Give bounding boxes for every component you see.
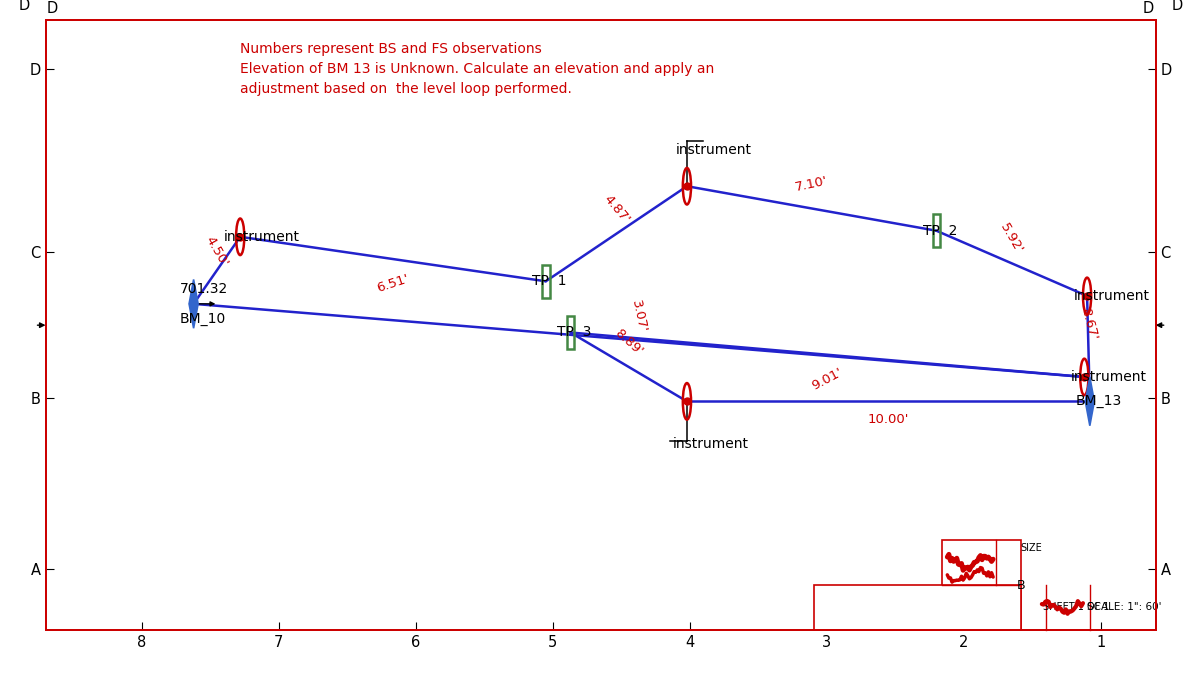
Text: instrument: instrument (673, 437, 749, 451)
Bar (542, 264, 550, 298)
Text: instrument: instrument (223, 229, 300, 244)
Text: 10.00': 10.00' (868, 413, 910, 426)
Bar (815, 585, 1021, 630)
Polygon shape (1085, 377, 1094, 426)
Text: Numbers represent BS and FS observations
Elevation of BM 13 is Unknown. Calculat: Numbers represent BS and FS observations… (240, 42, 714, 96)
Bar (942, 540, 1021, 630)
Text: 701.32: 701.32 (180, 282, 228, 296)
Polygon shape (190, 279, 198, 328)
Text: instrument: instrument (676, 142, 752, 157)
Text: instrument: instrument (1070, 370, 1147, 384)
Text: 8.67': 8.67' (1078, 306, 1099, 342)
Text: 8.89': 8.89' (612, 327, 646, 358)
Text: SIZE: SIZE (1020, 543, 1042, 553)
Text: BM_10: BM_10 (180, 312, 226, 326)
Text: B: B (1016, 579, 1025, 592)
Bar (566, 316, 575, 349)
Text: TP  2: TP 2 (923, 223, 958, 238)
Text: 6.51': 6.51' (376, 272, 410, 295)
Text: 7.10': 7.10' (794, 174, 829, 194)
Text: 4.87': 4.87' (601, 193, 632, 226)
Text: 4.50': 4.50' (203, 234, 230, 270)
Text: D: D (18, 0, 30, 13)
Text: 3.07': 3.07' (629, 298, 649, 334)
Text: SHEET 1 OF 1: SHEET 1 OF 1 (1043, 603, 1110, 612)
Text: instrument: instrument (1073, 289, 1150, 303)
Text: TP  3: TP 3 (557, 326, 592, 340)
Text: TP  1: TP 1 (532, 274, 566, 288)
Text: 5.92': 5.92' (998, 221, 1026, 257)
Text: 9.01': 9.01' (810, 366, 845, 393)
Text: SCALE: 1": 60': SCALE: 1": 60' (1087, 603, 1162, 612)
Text: BM_13: BM_13 (1076, 394, 1122, 409)
Bar (932, 214, 940, 247)
Text: D: D (1171, 0, 1183, 13)
